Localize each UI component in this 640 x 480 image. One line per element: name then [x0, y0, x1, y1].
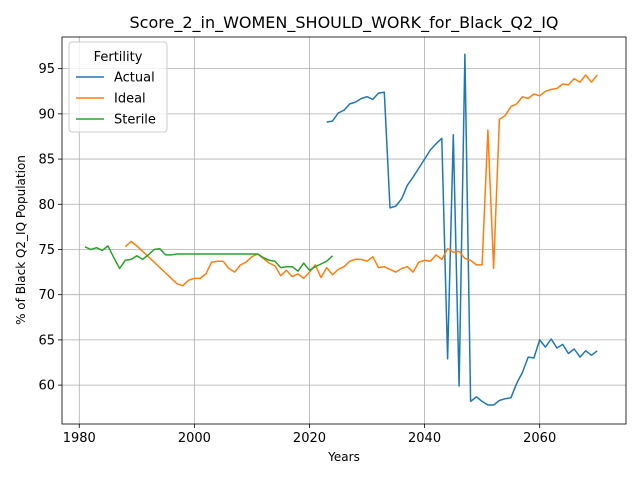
y-tick-label: 65	[38, 333, 55, 348]
legend-label-actual: Actual	[114, 71, 155, 86]
x-tick-label: 1980	[63, 431, 96, 446]
legend-title: Fertility	[94, 50, 143, 65]
y-tick-label: 85	[38, 153, 55, 168]
x-tick-label: 2040	[408, 431, 441, 446]
plot-frame	[61, 36, 627, 425]
legend-items: Actual Ideal Sterile	[76, 71, 156, 128]
legend-label-ideal: Ideal	[114, 92, 146, 107]
series-line-actual	[326, 53, 598, 406]
y-axis-label: % of Black Q2_IQ Population	[14, 155, 28, 325]
legend-label-sterile: Sterile	[114, 113, 156, 128]
legend: Fertility Actual Ideal Sterile	[68, 41, 168, 133]
y-tick-label: 80	[38, 198, 55, 213]
series-line-sterile	[84, 245, 334, 272]
y-tick-label: 90	[38, 107, 55, 122]
series-lines	[84, 53, 598, 406]
series-line-ideal	[124, 74, 598, 287]
y-tick-label: 70	[38, 288, 55, 303]
y-tick-label: 60	[38, 379, 55, 394]
x-axis-label: Years	[327, 450, 360, 464]
x-tick-label: 2000	[178, 431, 211, 446]
x-tick-label: 2020	[293, 431, 326, 446]
chart-title: Score_2_in_WOMEN_SHOULD_WORK_for_Black_Q…	[130, 13, 559, 33]
y-tick-label: 95	[38, 62, 55, 77]
y-tick-label: 75	[38, 243, 55, 258]
legend-box	[68, 41, 168, 133]
axis-ticks: 1980 2000 2020 2040 2060 60 65 70 75 80 85 90 95	[38, 62, 556, 446]
x-tick-label: 2060	[523, 431, 556, 446]
